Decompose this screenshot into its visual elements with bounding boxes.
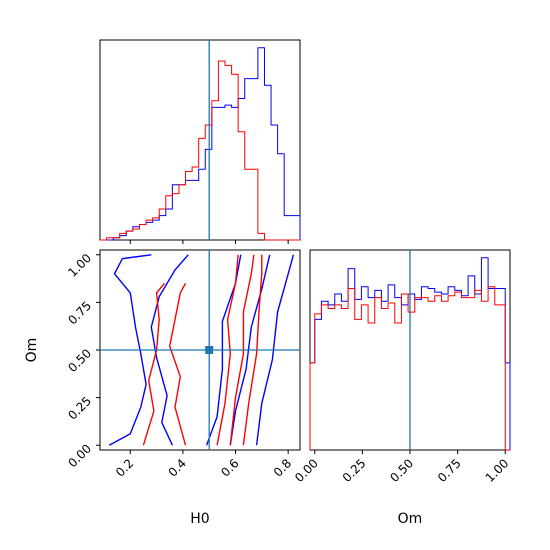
x-tick-label-om: 1.00 xyxy=(483,456,512,485)
x-tick-label-om: 0.50 xyxy=(387,456,416,485)
x-tick-label-h0: 0.4 xyxy=(166,456,189,479)
y-tick-label-om: 0.75 xyxy=(65,299,94,328)
contours-series-a xyxy=(108,254,295,446)
x-axis-label-h0: H0 xyxy=(190,511,209,527)
contour-series-a-5 xyxy=(150,254,189,446)
x-tick-label-h0: 0.2 xyxy=(113,456,136,479)
histogram-h0-series xyxy=(100,47,301,241)
x-tick-label-om: 0.00 xyxy=(292,456,321,485)
histogram-h0-frame xyxy=(99,39,301,241)
histogram-h0-series-b xyxy=(100,60,300,241)
contour-series-b-2 xyxy=(229,254,255,446)
y-axis-ticks-om: 0.00 0.25 0.50 0.75 1.00 xyxy=(65,251,100,470)
contour-panel: 0.2 0.4 0.6 0.8 0.00 0.25 0.50 0.75 1.00 xyxy=(65,249,301,480)
x-axis-ticks-h0: 0.2 0.4 0.6 0.8 xyxy=(113,450,294,480)
x-tick-label-h0: 0.6 xyxy=(218,456,241,479)
y-axis-label-om: Om xyxy=(24,338,40,363)
y-tick-label-om: 0.00 xyxy=(65,441,94,470)
contour-series-b-1 xyxy=(216,254,239,446)
histogram-h0-panel xyxy=(99,39,301,244)
contour-series-a-3 xyxy=(255,254,295,446)
histogram-h0-ticks xyxy=(129,240,289,244)
x-axis-ticks-om: 0.00 0.25 0.50 0.75 1.00 xyxy=(292,450,511,485)
x-axis-label-om: Om xyxy=(398,511,423,527)
y-tick-label-om: 1.00 xyxy=(65,251,94,280)
y-tick-label-om: 0.25 xyxy=(65,394,94,423)
histogram-h0-series-a xyxy=(100,47,301,241)
contour-series-a-2 xyxy=(229,254,271,446)
y-tick-label-om: 0.50 xyxy=(65,346,94,375)
x-tick-label-om: 0.75 xyxy=(435,456,464,485)
contour-truth-marker xyxy=(205,346,214,354)
contour-series-b-4 xyxy=(142,282,166,446)
contour-series-b-3 xyxy=(242,254,263,446)
x-tick-label-h0: 0.8 xyxy=(271,456,294,479)
contour-series-a-4 xyxy=(108,254,152,446)
histogram-om-panel: 0.00 0.25 0.50 0.75 1.00 xyxy=(292,249,511,485)
contour-series-b-5 xyxy=(168,282,187,446)
histogram-om-series-b xyxy=(309,286,510,451)
histogram-om-series xyxy=(309,257,511,451)
x-tick-label-om: 0.25 xyxy=(340,456,369,485)
